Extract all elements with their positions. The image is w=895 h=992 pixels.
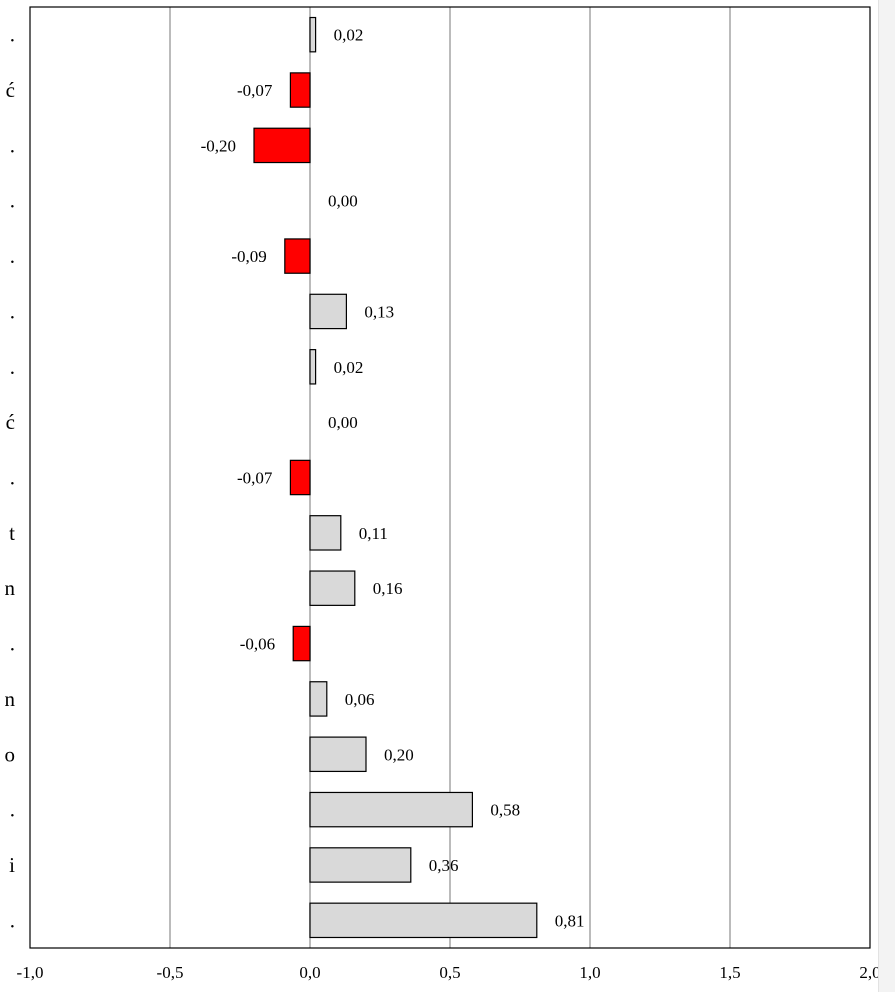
x-tick-label: 0,0: [299, 963, 320, 982]
data-label: -0,06: [240, 635, 275, 654]
category-label: .: [10, 244, 15, 268]
bar: [310, 682, 327, 716]
x-tick-label: 1,0: [579, 963, 600, 982]
bar: [285, 239, 310, 273]
data-label: 0,06: [345, 690, 375, 709]
category-label: .: [10, 133, 15, 157]
x-tick-label: 1,5: [719, 963, 740, 982]
category-label: t: [9, 521, 15, 545]
data-label: 0,00: [328, 413, 358, 432]
bar: [310, 903, 537, 937]
data-label: -0,07: [237, 81, 273, 100]
bar: [254, 128, 310, 162]
category-label: .: [10, 908, 15, 932]
category-labels: . ć..... ć. t n. n o. i.: [5, 23, 16, 933]
data-label: 0,36: [429, 856, 459, 875]
bar: [310, 350, 316, 384]
data-label: -0,07: [237, 469, 273, 488]
window-edge-strip: [878, 0, 895, 992]
bar: [310, 848, 411, 882]
bar: [310, 571, 355, 605]
category-label: o: [5, 742, 16, 766]
bar: [290, 73, 310, 107]
category-label: .: [10, 355, 15, 379]
data-label: 0,11: [359, 524, 388, 543]
bar: [293, 626, 310, 660]
category-label: n: [5, 576, 16, 600]
x-tick-label: 0,5: [439, 963, 460, 982]
bar: [310, 792, 472, 826]
data-label: 0,02: [334, 26, 364, 45]
category-label: .: [10, 466, 15, 490]
category-label: n: [5, 687, 16, 711]
data-label: -0,20: [201, 136, 236, 155]
category-label: .: [10, 299, 15, 323]
data-label: 0,02: [334, 358, 364, 377]
category-label: i: [9, 853, 15, 877]
data-label: 0,81: [555, 911, 585, 930]
bar: [290, 460, 310, 494]
x-tick-label: -1,0: [17, 963, 44, 982]
category-label: .: [10, 23, 15, 47]
x-axis-tick-labels: -1,0 -0,5 0,0 0,5 1,0 1,5 2,0: [17, 963, 881, 982]
category-label: ć: [6, 410, 15, 434]
bar: [310, 294, 346, 328]
category-label: ć: [6, 78, 15, 102]
data-label: 0,00: [328, 192, 358, 211]
data-label: -0,09: [231, 247, 266, 266]
data-label: 0,13: [364, 302, 394, 321]
data-label: 0,58: [490, 801, 520, 820]
category-label: .: [10, 632, 15, 656]
bar: [310, 516, 341, 550]
bar: [310, 737, 366, 771]
data-label: 0,16: [373, 579, 403, 598]
data-label: 0,20: [384, 745, 414, 764]
category-label: .: [10, 189, 15, 213]
x-tick-label: -0,5: [157, 963, 184, 982]
category-label: .: [10, 798, 15, 822]
bars: [254, 18, 537, 938]
bar: [310, 18, 316, 52]
